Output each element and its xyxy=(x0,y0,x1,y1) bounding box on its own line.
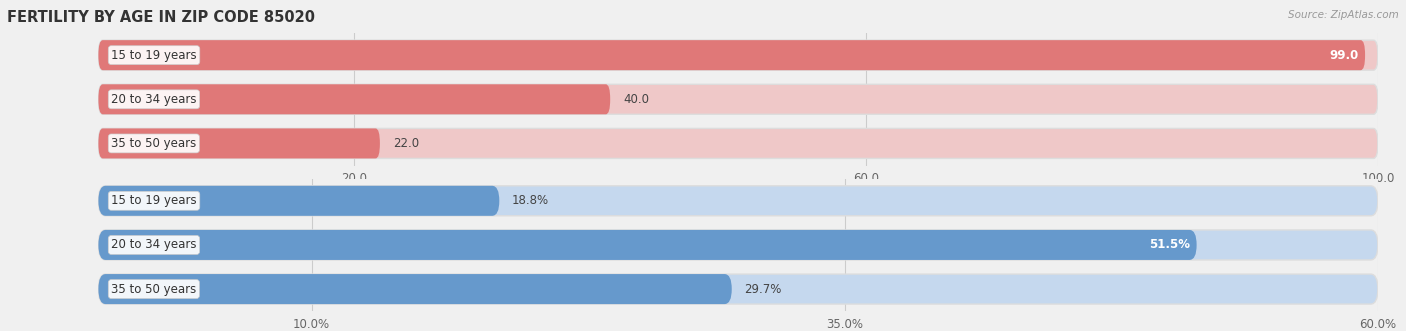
Text: FERTILITY BY AGE IN ZIP CODE 85020: FERTILITY BY AGE IN ZIP CODE 85020 xyxy=(7,10,315,25)
Text: 35 to 50 years: 35 to 50 years xyxy=(111,283,197,296)
Text: 51.5%: 51.5% xyxy=(1149,238,1191,252)
Text: 22.0: 22.0 xyxy=(392,137,419,150)
FancyBboxPatch shape xyxy=(98,274,1378,304)
Text: 20 to 34 years: 20 to 34 years xyxy=(111,93,197,106)
FancyBboxPatch shape xyxy=(98,186,1378,216)
FancyBboxPatch shape xyxy=(98,186,499,216)
FancyBboxPatch shape xyxy=(98,40,1365,70)
Text: 15 to 19 years: 15 to 19 years xyxy=(111,194,197,207)
FancyBboxPatch shape xyxy=(98,128,380,159)
FancyBboxPatch shape xyxy=(98,40,1378,70)
FancyBboxPatch shape xyxy=(98,84,1378,114)
FancyBboxPatch shape xyxy=(98,128,1378,159)
Text: 99.0: 99.0 xyxy=(1330,49,1358,62)
FancyBboxPatch shape xyxy=(98,84,610,114)
Text: 29.7%: 29.7% xyxy=(745,283,782,296)
FancyBboxPatch shape xyxy=(98,274,731,304)
FancyBboxPatch shape xyxy=(98,230,1378,260)
FancyBboxPatch shape xyxy=(98,230,1197,260)
Text: Source: ZipAtlas.com: Source: ZipAtlas.com xyxy=(1288,10,1399,20)
Text: 18.8%: 18.8% xyxy=(512,194,550,207)
Text: 35 to 50 years: 35 to 50 years xyxy=(111,137,197,150)
Text: 15 to 19 years: 15 to 19 years xyxy=(111,49,197,62)
Text: 20 to 34 years: 20 to 34 years xyxy=(111,238,197,252)
Text: 40.0: 40.0 xyxy=(623,93,650,106)
